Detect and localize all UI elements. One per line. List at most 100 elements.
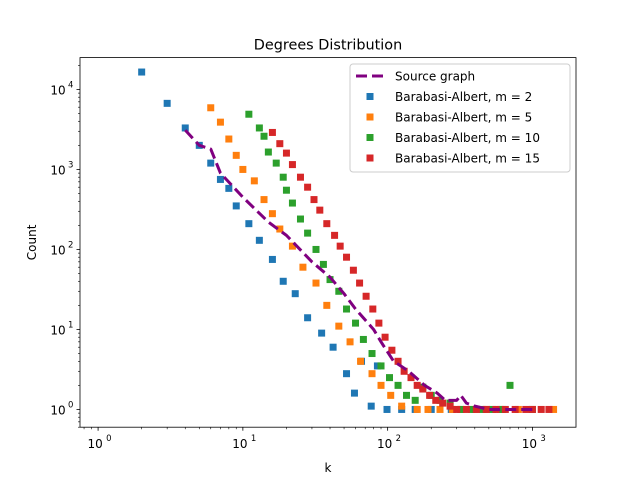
data-point [296, 173, 304, 181]
data-point [550, 405, 558, 413]
data-point [181, 124, 189, 132]
data-point [318, 329, 326, 337]
x-tick-exponent: 1 [251, 434, 256, 444]
data-point [377, 362, 385, 370]
x-tick-label: 10 [232, 437, 247, 451]
data-point [439, 399, 447, 407]
legend-label: Barabasi-Albert, m = 15 [395, 152, 540, 166]
data-point [232, 151, 240, 159]
data-point [413, 405, 421, 413]
data-point [288, 161, 296, 169]
data-point [250, 177, 258, 185]
data-point [264, 148, 272, 156]
data-point [462, 405, 470, 413]
legend-marker-swatch [366, 93, 374, 100]
data-point [388, 346, 396, 354]
data-point [528, 405, 536, 413]
data-point [394, 357, 402, 365]
data-point [377, 381, 385, 389]
data-point [207, 159, 215, 167]
legend-marker-swatch [366, 154, 374, 162]
data-point [394, 381, 402, 389]
legend-frame [349, 63, 571, 173]
x-tick-label: 10 [87, 437, 102, 451]
data-point [478, 405, 486, 413]
data-point [276, 225, 284, 233]
data-point [424, 405, 432, 413]
data-point [329, 343, 337, 351]
data-point [304, 183, 312, 191]
legend-label: Source graph [395, 70, 475, 84]
data-point [482, 405, 490, 413]
data-point [255, 236, 263, 244]
data-point [349, 266, 357, 274]
data-point [413, 381, 421, 389]
data-point [323, 220, 331, 228]
data-point [362, 292, 370, 300]
data-point [232, 202, 240, 210]
data-point [335, 322, 343, 330]
legend-marker-swatch [366, 113, 374, 121]
data-point [359, 335, 367, 343]
data-point [385, 374, 393, 382]
data-point [326, 276, 334, 284]
data-point [312, 245, 320, 253]
data-point [279, 277, 287, 285]
data-point [323, 301, 331, 309]
x-axis-ticks: 10 0 10 1 10 2 10 3 [87, 427, 546, 451]
data-point [245, 220, 253, 228]
data-point [419, 385, 427, 393]
data-point [291, 290, 299, 298]
data-point [268, 128, 276, 136]
data-point [239, 165, 247, 173]
y-tick-label: 10 [50, 323, 65, 337]
data-point [350, 389, 358, 397]
y-tick-label: 10 [50, 163, 65, 177]
data-point [400, 367, 408, 375]
data-point [245, 110, 253, 118]
data-point [304, 229, 312, 237]
data-point [457, 405, 465, 413]
data-point [225, 135, 233, 143]
data-point [468, 405, 476, 413]
data-point [357, 357, 365, 365]
data-point [207, 104, 215, 112]
x-tick-exponent: 2 [396, 434, 401, 444]
legend-label: Barabasi-Albert, m = 10 [395, 131, 540, 145]
data-point [343, 305, 351, 313]
data-point [356, 279, 364, 287]
legend: Source graph Barabasi-Albert, m = 2 Baraba… [349, 63, 571, 173]
data-point [346, 338, 354, 346]
data-point [383, 405, 391, 413]
data-point [276, 140, 284, 148]
data-point [367, 402, 375, 410]
y-tick-label: 10 [50, 83, 65, 97]
data-point [537, 405, 545, 413]
data-point [472, 405, 480, 413]
data-point [296, 215, 304, 223]
y-tick-exponent: 3 [68, 160, 73, 170]
data-point [272, 159, 280, 167]
legend-label: Barabasi-Albert, m = 2 [395, 90, 532, 104]
data-point [335, 287, 343, 295]
x-tick-label: 10 [522, 437, 537, 451]
data-point [545, 405, 553, 413]
y-axis-label: Count [25, 224, 39, 260]
data-point [299, 263, 307, 271]
data-point [381, 333, 389, 341]
source-graph-line [184, 129, 533, 411]
legend-label: Barabasi-Albert, m = 5 [395, 111, 532, 125]
data-point [373, 362, 381, 370]
y-tick-label: 10 [50, 403, 65, 417]
data-point [310, 196, 318, 204]
data-point [387, 391, 395, 399]
y-tick-label: 10 [50, 243, 65, 257]
data-point [138, 68, 146, 76]
x-tick-exponent: 3 [540, 434, 545, 444]
data-point [446, 402, 454, 410]
data-point [260, 132, 268, 140]
x-axis-label: k [325, 461, 332, 475]
data-point [319, 260, 327, 268]
x-tick-label: 10 [377, 437, 392, 451]
